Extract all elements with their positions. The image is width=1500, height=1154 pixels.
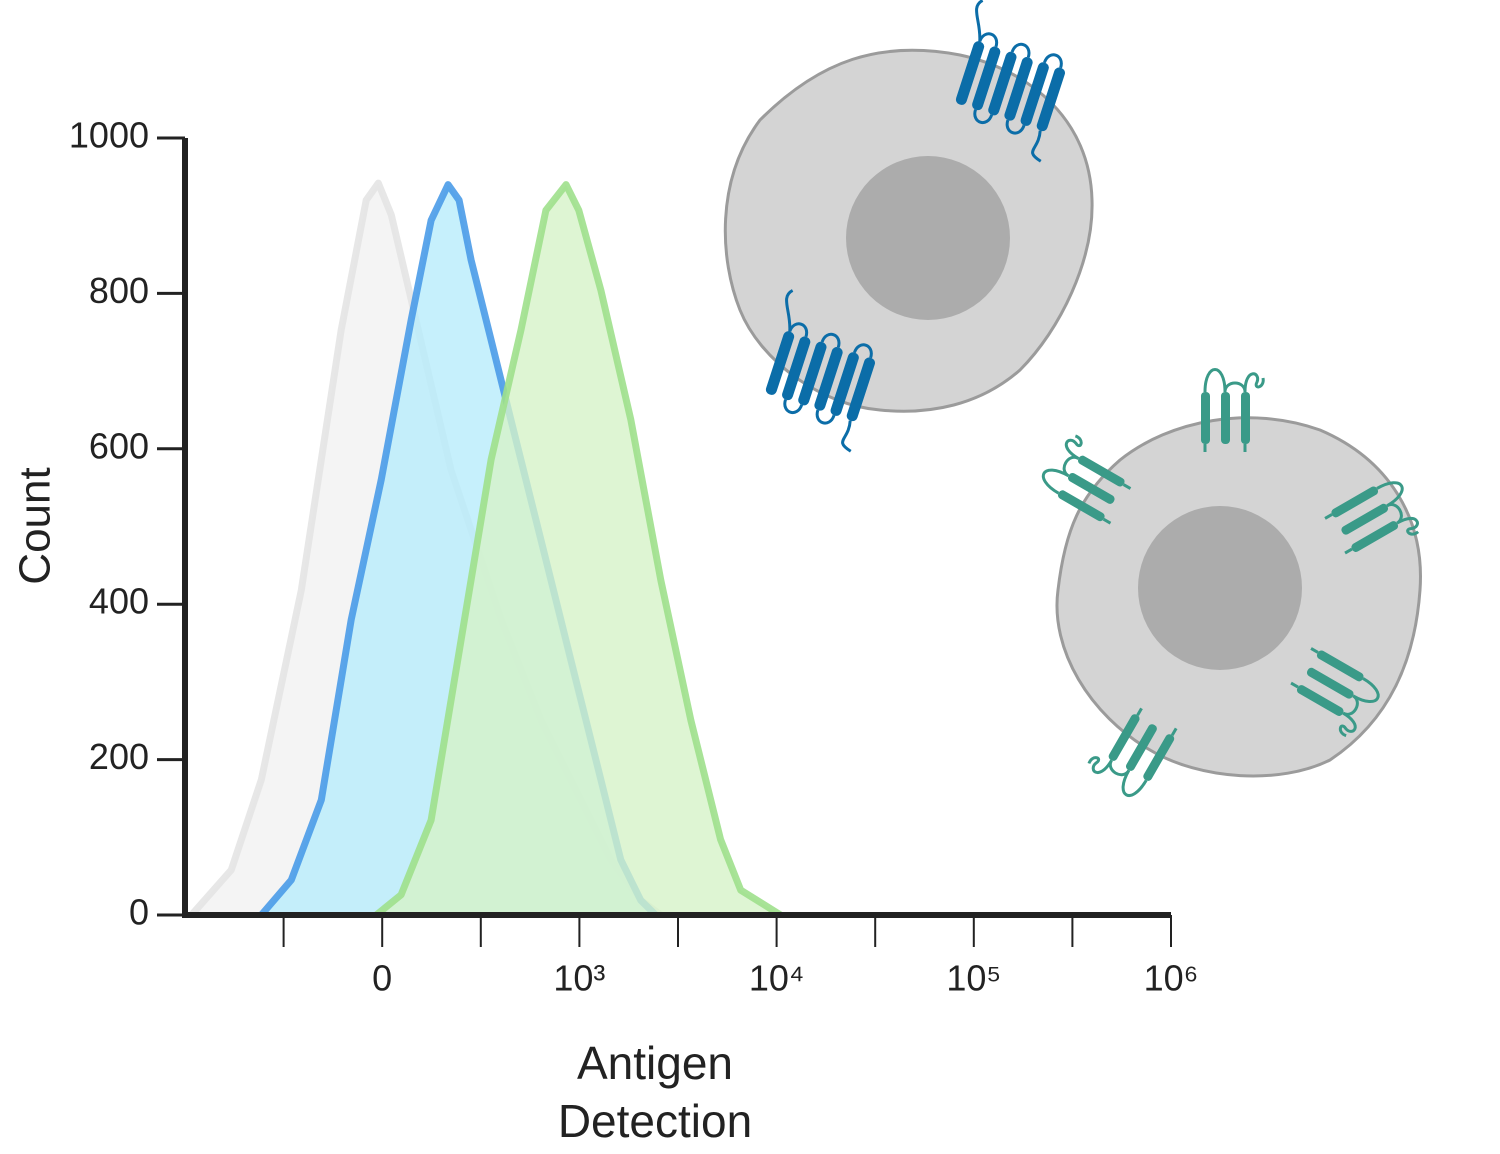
x-axis-label: Antigen Detection: [557, 1037, 753, 1147]
y-tick-label: 200: [89, 736, 149, 777]
y-axis-label: Count: [11, 467, 60, 584]
y-tick-label: 400: [89, 581, 149, 622]
x-tick-label: 10⁴: [749, 958, 805, 999]
y-tick-label: 1000: [69, 115, 149, 156]
y-tick-label: 600: [89, 425, 149, 466]
histogram-area: [374, 181, 783, 918]
x-tick-label: 0: [372, 958, 392, 999]
y-tick-label: 0: [129, 892, 149, 933]
x-tick-label: 10³: [553, 958, 605, 999]
cell-illustration: [723, 0, 1428, 804]
y-tick-label: 800: [89, 270, 149, 311]
x-tick-label: 10⁶: [1144, 958, 1199, 999]
x-tick-label: 10⁵: [946, 958, 1001, 999]
